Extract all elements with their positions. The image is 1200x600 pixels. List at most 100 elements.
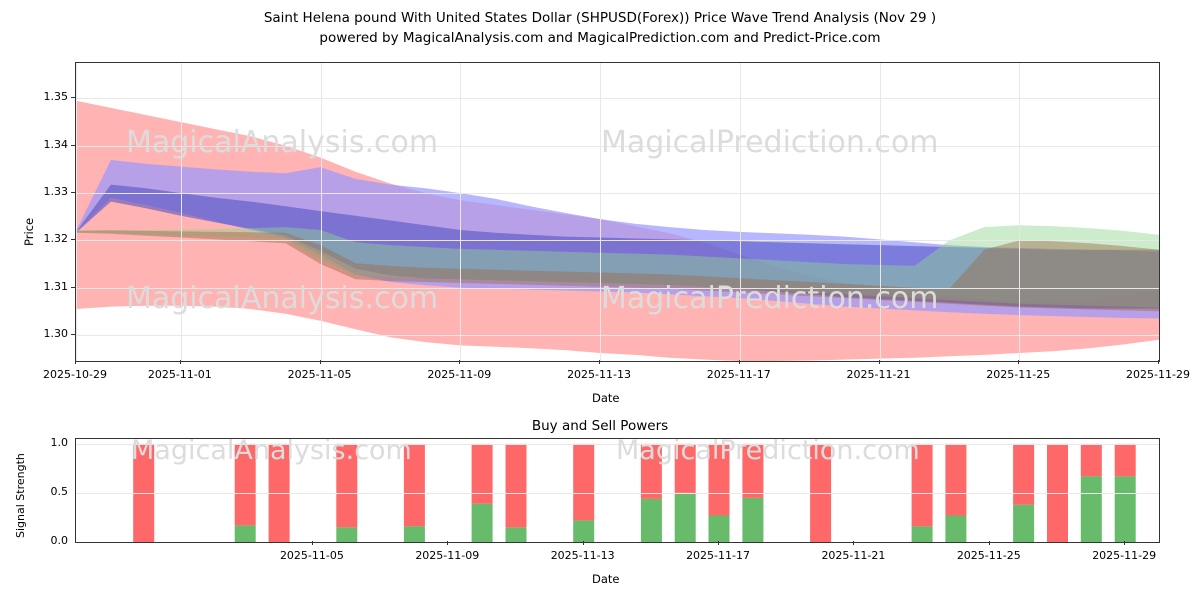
x-tick xyxy=(179,360,181,364)
x-tick xyxy=(599,360,601,364)
bar-sell xyxy=(1114,443,1136,477)
x-tick xyxy=(75,360,76,364)
gridline-v xyxy=(180,63,182,361)
x-tick-label: 2025-11-05 xyxy=(279,549,344,562)
x-tick-label: 2025-11-25 xyxy=(986,368,1051,381)
y-tick-label: 1.0 xyxy=(50,435,69,449)
x-tick-label: 2025-11-21 xyxy=(821,549,886,562)
gridline-h xyxy=(76,193,1159,195)
gridline-v xyxy=(1019,63,1021,361)
gridline-v xyxy=(1159,63,1160,361)
gridline-v xyxy=(879,63,881,361)
x-tick-label: 2025-11-13 xyxy=(550,549,615,562)
x-tick xyxy=(447,541,449,545)
x-tick xyxy=(582,541,584,545)
x-tick-label: 2025-11-09 xyxy=(415,549,480,562)
y-tick xyxy=(71,97,75,99)
y-tick-label: 1.33 xyxy=(43,185,69,199)
bar-buy xyxy=(1114,476,1136,542)
gridline-h xyxy=(76,145,1159,147)
gridline-v xyxy=(76,63,77,361)
y-tick-label: 0.5 xyxy=(50,484,69,498)
x-tick xyxy=(311,541,313,545)
bar-sell xyxy=(573,443,595,521)
y-tick-label: 1.34 xyxy=(43,137,69,151)
bar-sell xyxy=(640,443,662,499)
y-tick-label: 1.32 xyxy=(43,232,69,246)
bar-sell xyxy=(674,443,696,493)
page-title: Saint Helena pound With United States Do… xyxy=(0,8,1200,48)
x-tick-label: 2025-11-17 xyxy=(706,368,771,381)
x-tick-label: 2025-11-13 xyxy=(567,368,631,381)
x-tick xyxy=(1018,360,1020,364)
bar-sell xyxy=(708,443,730,516)
y-tick-label: 1.30 xyxy=(43,326,69,340)
x-tick-label: 2025-11-05 xyxy=(287,368,352,381)
x-tick xyxy=(988,541,990,545)
x-tick-label: 2025-11-29 xyxy=(1126,368,1190,381)
price-wave-chart: MagicalAnalysis.com MagicalPrediction.co… xyxy=(75,62,1160,362)
x-tick-label: 2025-10-29 xyxy=(43,368,107,381)
chart1-bands xyxy=(76,100,1159,361)
x-tick-label: 2025-11-01 xyxy=(147,368,212,381)
bar-buy xyxy=(471,503,493,542)
chart2-x-axis-title: Date xyxy=(592,572,620,586)
title-line-1: Saint Helena pound With United States Do… xyxy=(263,10,937,26)
y-tick-label: 1.35 xyxy=(43,90,69,104)
x-tick xyxy=(319,360,321,364)
y-tick xyxy=(71,239,75,241)
bar-buy xyxy=(708,515,730,542)
gridline-h xyxy=(76,443,1159,445)
chart2-y-axis-title: Signal Strength xyxy=(14,453,27,538)
gridline-h xyxy=(76,287,1159,289)
bar-buy xyxy=(336,527,358,542)
x-tick-label: 2025-11-25 xyxy=(956,549,1021,562)
chart2-title: Buy and Sell Powers xyxy=(531,418,669,434)
gridline-h xyxy=(76,98,1159,100)
bar-sell xyxy=(1013,443,1035,505)
x-tick xyxy=(738,360,740,364)
bar-sell xyxy=(945,443,967,516)
gridline-v xyxy=(739,63,741,361)
bar-sell xyxy=(234,443,256,526)
bar-sell xyxy=(336,443,358,528)
x-tick xyxy=(459,360,461,364)
y-tick xyxy=(71,333,75,335)
gridline-h xyxy=(76,334,1159,336)
bar-buy xyxy=(505,527,527,542)
gridline-h xyxy=(76,492,1159,494)
bar-sell xyxy=(403,443,425,527)
x-tick xyxy=(853,541,855,545)
bar-buy xyxy=(573,520,595,542)
x-tick-label: 2025-11-21 xyxy=(846,368,911,381)
bar-buy xyxy=(911,526,933,542)
x-tick xyxy=(718,541,720,545)
y-tick-label: 0.0 xyxy=(50,534,69,547)
bar-buy xyxy=(945,515,967,542)
gridline-v xyxy=(460,63,462,361)
bar-buy xyxy=(742,497,764,542)
y-tick xyxy=(71,286,75,288)
bar-sell xyxy=(505,443,527,528)
x-tick-label: 2025-11-09 xyxy=(427,368,492,381)
bar-buy xyxy=(1013,504,1035,542)
x-tick-label: 2025-11-17 xyxy=(686,549,750,562)
chart2-bars xyxy=(133,443,1136,542)
bar-buy xyxy=(674,493,696,542)
gridline-h xyxy=(76,542,1159,543)
gridline-h xyxy=(76,240,1159,242)
bar-buy xyxy=(1080,476,1102,542)
bar-sell xyxy=(1080,443,1102,477)
title-line-2: powered by MagicalAnalysis.com and Magic… xyxy=(319,30,881,46)
x-tick-label: 2025-11-29 xyxy=(1092,549,1157,562)
y-tick-label: 1.31 xyxy=(43,279,69,293)
band-brown-band xyxy=(76,230,1159,312)
bar-sell xyxy=(471,443,493,504)
band-green-band xyxy=(76,225,1159,308)
bar-sell xyxy=(742,443,764,498)
bar-buy xyxy=(640,498,662,542)
bar-buy xyxy=(403,526,425,542)
bar-sell xyxy=(911,443,933,527)
x-tick xyxy=(878,360,880,364)
